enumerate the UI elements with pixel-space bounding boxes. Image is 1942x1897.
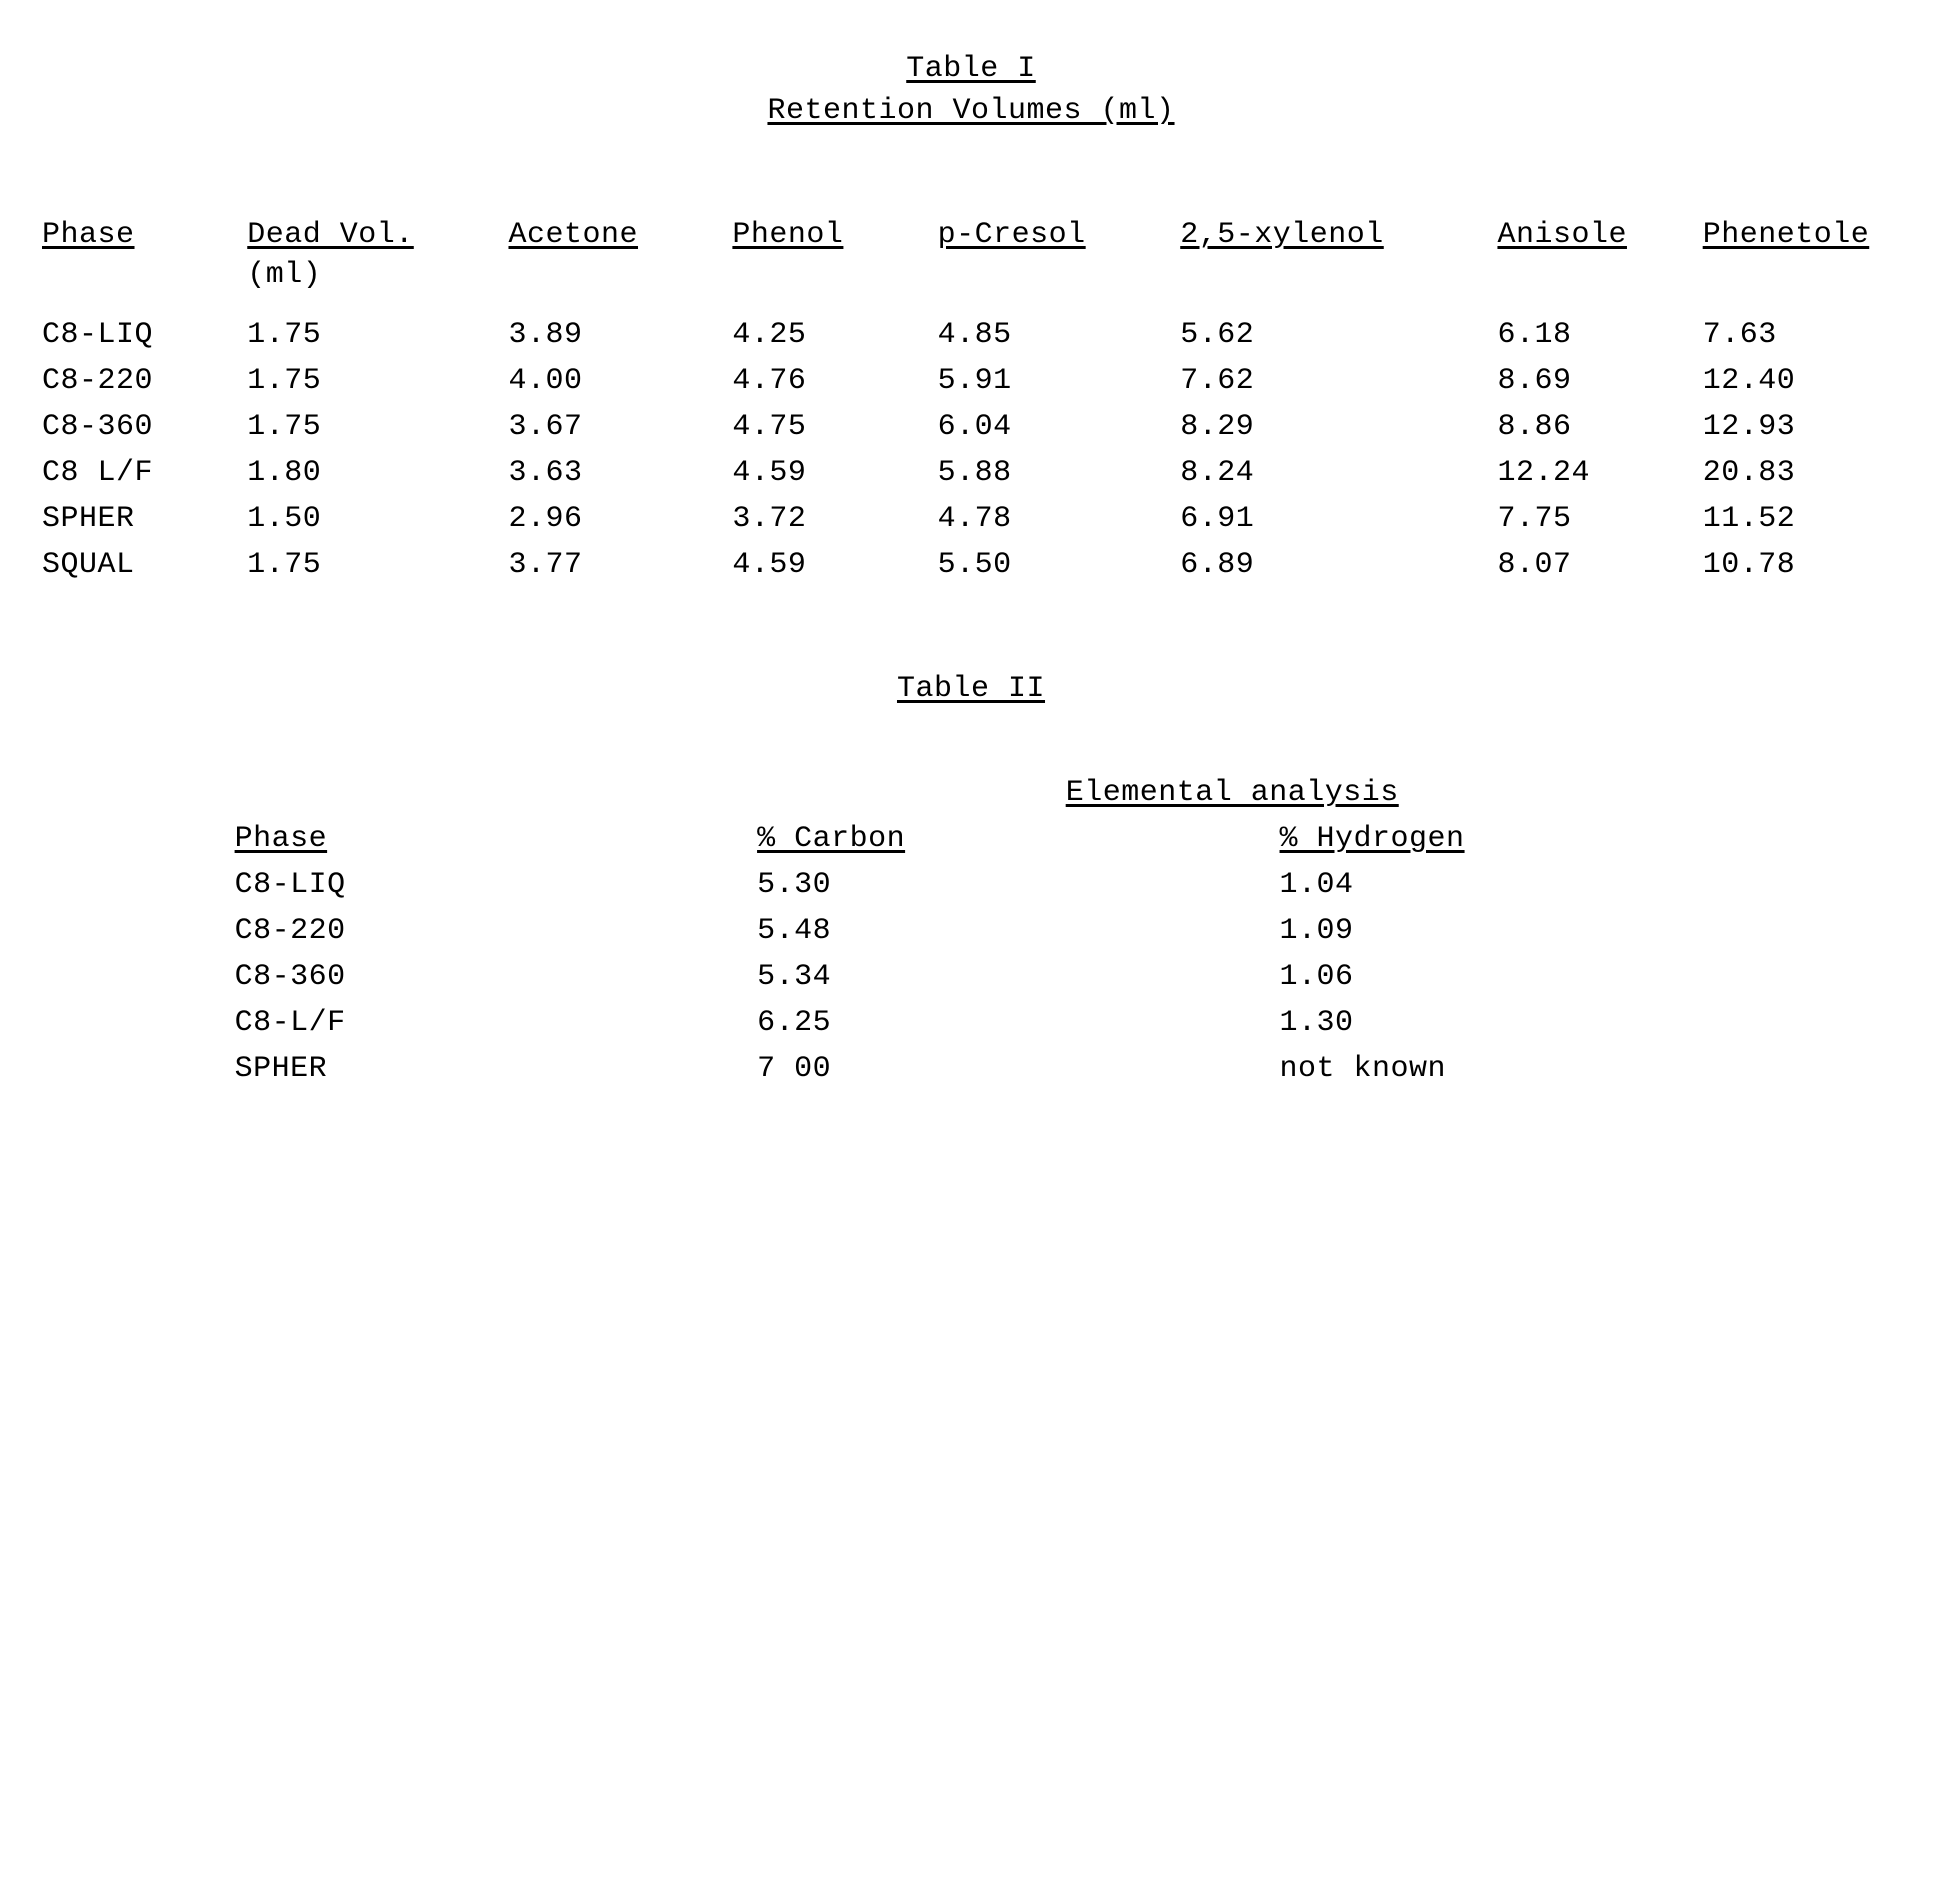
table1-row-cell: 5.88 (934, 450, 1177, 496)
table1-row-cell: 2.96 (504, 496, 728, 542)
table1-row-cell: 3.67 (504, 404, 728, 450)
table2-row: SPHER7 00not known (225, 1046, 1718, 1092)
t2-header-phase: Phase (225, 816, 747, 862)
table1-row-cell: 7.75 (1493, 496, 1698, 542)
table2-row: C8-3605.341.06 (225, 954, 1718, 1000)
table1-row-cell: 5.50 (934, 542, 1177, 588)
table1-row-cell: 5.91 (934, 358, 1177, 404)
table1-row-cell: 8.24 (1176, 450, 1493, 496)
t2-header-hydrogen: % Hydrogen (1270, 816, 1718, 862)
table2: Elemental analysis Phase % Carbon % Hydr… (225, 770, 1718, 1092)
table1-row-cell: 8.07 (1493, 542, 1698, 588)
table2-row-cell: 6.25 (747, 1000, 1269, 1046)
t1-header-phenetole: Phenetole (1699, 212, 1904, 258)
table1-row-cell: 8.69 (1493, 358, 1698, 404)
table1-row-cell: 4.85 (934, 312, 1177, 358)
table2-row-cell: 5.34 (747, 954, 1269, 1000)
table2-head: Elemental analysis Phase % Carbon % Hydr… (225, 770, 1718, 862)
t1-header-anisole: Anisole (1493, 212, 1698, 258)
table1-row-cell: 12.93 (1699, 404, 1904, 450)
table2-row-cell: 1.06 (1270, 954, 1718, 1000)
table1-row-cell: 3.63 (504, 450, 728, 496)
table1-row-cell: 6.18 (1493, 312, 1698, 358)
t2-header-carbon: % Carbon (747, 816, 1269, 862)
table1-row: SQUAL1.753.774.595.506.898.0710.78 (38, 542, 1904, 588)
table1-row-cell: 3.89 (504, 312, 728, 358)
table1-row-cell: 20.83 (1699, 450, 1904, 496)
table1-title-line1: Table I (906, 52, 1036, 86)
table1-row-cell: 7.63 (1699, 312, 1904, 358)
table1-row-cell: C8 L/F (38, 450, 243, 496)
t1-subheader-unit: (ml) (243, 258, 504, 312)
table1-row-cell: 7.62 (1176, 358, 1493, 404)
t1-header-phase: Phase (38, 212, 243, 258)
table2-row-cell: C8-LIQ (225, 862, 747, 908)
table1-row-cell: 10.78 (1699, 542, 1904, 588)
table1-row-cell: 4.25 (728, 312, 933, 358)
table2-row-cell: C8-220 (225, 908, 747, 954)
table2-row-cell: 1.09 (1270, 908, 1718, 954)
table2-row: C8-2205.481.09 (225, 908, 1718, 954)
table1-row-cell: C8-220 (38, 358, 243, 404)
table2-body: C8-LIQ5.301.04C8-2205.481.09C8-3605.341.… (225, 862, 1718, 1092)
table1-row-cell: 12.40 (1699, 358, 1904, 404)
table1-row-cell: SQUAL (38, 542, 243, 588)
table1-row: C8 L/F1.803.634.595.888.2412.2420.83 (38, 450, 1904, 496)
table2-row-cell: SPHER (225, 1046, 747, 1092)
table1-row-cell: 8.86 (1493, 404, 1698, 450)
table1-row-cell: 1.50 (243, 496, 504, 542)
table1-row-cell: 1.75 (243, 404, 504, 450)
table2-row-cell: 5.30 (747, 862, 1269, 908)
table1-row: C8-LIQ1.753.894.254.855.626.187.63 (38, 312, 1904, 358)
table2-row: C8-L/F6.251.30 (225, 1000, 1718, 1046)
table1-row-cell: 8.29 (1176, 404, 1493, 450)
table1: Phase Dead Vol. Acetone Phenol p-Cresol … (38, 212, 1904, 588)
table1-row-cell: 1.75 (243, 312, 504, 358)
t1-header-phenol: Phenol (728, 212, 933, 258)
table2-row-cell: 1.30 (1270, 1000, 1718, 1046)
table1-row-cell: 4.59 (728, 542, 933, 588)
table1-row-cell: 12.24 (1493, 450, 1698, 496)
table2-title: Table II (897, 672, 1045, 706)
table1-row-cell: 6.89 (1176, 542, 1493, 588)
table1-row-cell: 4.78 (934, 496, 1177, 542)
table2-row-cell: C8-L/F (225, 1000, 747, 1046)
table1-row-cell: 3.72 (728, 496, 933, 542)
table1-title-line2: Retention Volumes (ml) (767, 94, 1174, 128)
table1-row-cell: 3.77 (504, 542, 728, 588)
table1-row: C8-2201.754.004.765.917.628.6912.40 (38, 358, 1904, 404)
table2-row: C8-LIQ5.301.04 (225, 862, 1718, 908)
table1-row-cell: 1.75 (243, 542, 504, 588)
table1-row-cell: 5.62 (1176, 312, 1493, 358)
table1-row-cell: C8-LIQ (38, 312, 243, 358)
table2-title-block: Table II (38, 668, 1904, 710)
table1-row: SPHER1.502.963.724.786.917.7511.52 (38, 496, 1904, 542)
table2-row-cell: not known (1270, 1046, 1718, 1092)
table1-row-cell: 6.91 (1176, 496, 1493, 542)
table1-row-cell: 11.52 (1699, 496, 1904, 542)
t1-header-deadvol: Dead Vol. (243, 212, 504, 258)
table2-row-cell: 7 00 (747, 1046, 1269, 1092)
table2-row-cell: 1.04 (1270, 862, 1718, 908)
table1-title-block: Table I Retention Volumes (ml) (38, 48, 1904, 132)
t1-header-25xylenol: 2,5-xylenol (1176, 212, 1493, 258)
table1-head: Phase Dead Vol. Acetone Phenol p-Cresol … (38, 212, 1904, 312)
t2-superheader: Elemental analysis (747, 770, 1717, 816)
table1-row: C8-3601.753.674.756.048.298.8612.93 (38, 404, 1904, 450)
table1-row-cell: 4.75 (728, 404, 933, 450)
table2-row-cell: 5.48 (747, 908, 1269, 954)
table1-row-cell: 4.59 (728, 450, 933, 496)
table1-row-cell: 4.00 (504, 358, 728, 404)
table2-row-cell: C8-360 (225, 954, 747, 1000)
table1-row-cell: C8-360 (38, 404, 243, 450)
table1-row-cell: 4.76 (728, 358, 933, 404)
table1-row-cell: 1.75 (243, 358, 504, 404)
table1-body: C8-LIQ1.753.894.254.855.626.187.63C8-220… (38, 312, 1904, 588)
table1-row-cell: 1.80 (243, 450, 504, 496)
t1-header-acetone: Acetone (504, 212, 728, 258)
table1-row-cell: SPHER (38, 496, 243, 542)
table1-row-cell: 6.04 (934, 404, 1177, 450)
t1-header-pcresol: p-Cresol (934, 212, 1177, 258)
